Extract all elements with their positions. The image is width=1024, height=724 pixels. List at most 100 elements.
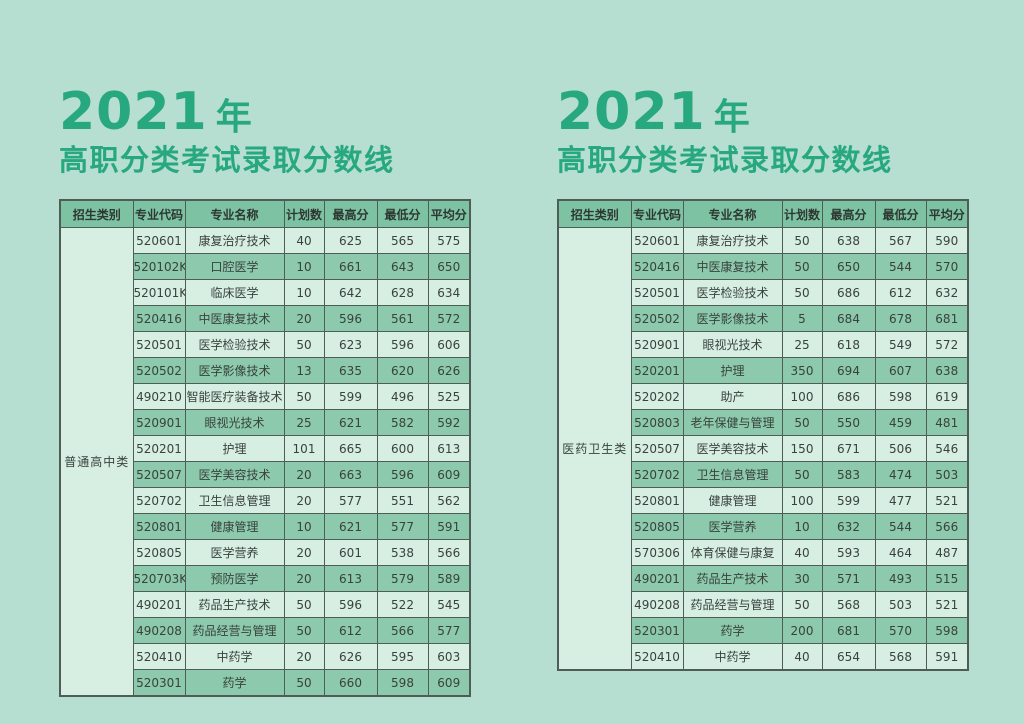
avg-score-cell: 681: [925, 305, 969, 333]
major-code-cell: 490208: [630, 591, 684, 619]
avg-score-cell: 546: [925, 435, 969, 463]
major-code-cell: 520416: [630, 253, 684, 281]
avg-score-cell: 562: [427, 487, 471, 515]
major-name-cell: 医学美容技术: [184, 461, 285, 489]
major-code-cell: 520410: [630, 643, 684, 671]
plan-count-cell: 101: [283, 435, 325, 463]
min-score-cell: 538: [376, 539, 429, 567]
min-score-cell: 506: [874, 435, 927, 463]
max-score-cell: 612: [323, 617, 378, 645]
min-score-cell: 561: [376, 305, 429, 333]
plan-count-cell: 20: [283, 487, 325, 515]
major-name-cell: 护理: [682, 357, 783, 385]
major-code-cell: 520416: [132, 305, 186, 333]
major-code-cell: 520507: [630, 435, 684, 463]
column-header-max-score: 最高分: [323, 199, 378, 229]
table-header: 招生类别 专业代码 专业名称 计划数 最高分 最低分 平均分: [59, 199, 471, 229]
major-code-cell: 520801: [630, 487, 684, 515]
plan-count-cell: 50: [781, 409, 823, 437]
major-name-cell: 卫生信息管理: [184, 487, 285, 515]
plan-count-cell: 30: [781, 565, 823, 593]
avg-score-cell: 572: [427, 305, 471, 333]
major-code-cell: 520501: [630, 279, 684, 307]
page-subtitle: 高职分类考试录取分数线: [557, 143, 893, 177]
avg-score-cell: 606: [427, 331, 471, 359]
major-name-cell: 康复治疗技术: [184, 227, 285, 255]
avg-score-cell: 591: [427, 513, 471, 541]
max-score-cell: 550: [821, 409, 876, 437]
plan-count-cell: 50: [781, 227, 823, 255]
min-score-cell: 577: [376, 513, 429, 541]
title-year: 2021: [557, 82, 706, 142]
min-score-cell: 566: [376, 617, 429, 645]
table-row: 520507 医学美容技术 20 663 596 609: [60, 461, 471, 489]
plan-count-cell: 5: [781, 305, 823, 333]
major-code-cell: 520502: [630, 305, 684, 333]
major-code-cell: 520501: [132, 331, 186, 359]
table-row: 490201 药品生产技术 30 571 493 515: [558, 565, 969, 593]
table-row: 520702 卫生信息管理 50 583 474 503: [558, 461, 969, 489]
min-score-cell: 565: [376, 227, 429, 255]
major-name-cell: 医学影像技术: [682, 305, 783, 333]
major-code-cell: 570306: [630, 539, 684, 567]
major-code-cell: 490201: [630, 565, 684, 593]
min-score-cell: 643: [376, 253, 429, 281]
table-row: 520410 中药学 40 654 568 591: [558, 643, 969, 671]
major-code-cell: 520301: [630, 617, 684, 645]
min-score-cell: 600: [376, 435, 429, 463]
column-header-max-score: 最高分: [821, 199, 876, 229]
max-score-cell: 660: [323, 669, 378, 697]
major-name-cell: 体育保健与康复: [682, 539, 783, 567]
column-header-plan-count: 计划数: [781, 199, 823, 229]
min-score-cell: 620: [376, 357, 429, 385]
table-row: 520502 医学影像技术 5 684 678 681: [558, 305, 969, 333]
avg-score-cell: 525: [427, 383, 471, 411]
min-score-cell: 628: [376, 279, 429, 307]
max-score-cell: 632: [821, 513, 876, 541]
plan-count-cell: 40: [283, 227, 325, 255]
min-score-cell: 678: [874, 305, 927, 333]
max-score-cell: 583: [821, 461, 876, 489]
major-name-cell: 眼视光技术: [682, 331, 783, 359]
section-general-high-school: 2021 年 高职分类考试录取分数线 招生类别 专业代码 专业名称 计划数 最高分…: [59, 86, 471, 698]
avg-score-cell: 603: [427, 643, 471, 671]
major-code-cell: 520901: [630, 331, 684, 359]
table-row: 520507 医学美容技术 150 671 506 546: [558, 435, 969, 463]
table-row: 520803 老年保健与管理 50 550 459 481: [558, 409, 969, 437]
plan-count-cell: 10: [283, 513, 325, 541]
min-score-cell: 612: [874, 279, 927, 307]
plan-count-cell: 13: [283, 357, 325, 385]
major-name-cell: 康复治疗技术: [682, 227, 783, 255]
major-code-cell: 520803: [630, 409, 684, 437]
major-name-cell: 护理: [184, 435, 285, 463]
table-row: 520702 卫生信息管理 20 577 551 562: [60, 487, 471, 515]
min-score-cell: 464: [874, 539, 927, 567]
major-code-cell: 490208: [132, 617, 186, 645]
plan-count-cell: 50: [781, 591, 823, 619]
plan-count-cell: 50: [283, 669, 325, 697]
major-code-cell: 520507: [132, 461, 186, 489]
min-score-cell: 474: [874, 461, 927, 489]
table-row: 520805 医学营养 20 601 538 566: [60, 539, 471, 567]
max-score-cell: 650: [821, 253, 876, 281]
major-name-cell: 健康管理: [682, 487, 783, 515]
major-name-cell: 医学检验技术: [682, 279, 783, 307]
min-score-cell: 595: [376, 643, 429, 671]
avg-score-cell: 634: [427, 279, 471, 307]
major-code-cell: 520301: [132, 669, 186, 697]
major-name-cell: 中医康复技术: [184, 305, 285, 333]
column-header-plan-count: 计划数: [283, 199, 325, 229]
major-name-cell: 健康管理: [184, 513, 285, 541]
table-row: 490208 药品经营与管理 50 612 566 577: [60, 617, 471, 645]
major-name-cell: 药学: [184, 669, 285, 697]
max-score-cell: 665: [323, 435, 378, 463]
max-score-cell: 661: [323, 253, 378, 281]
min-score-cell: 493: [874, 565, 927, 593]
max-score-cell: 599: [821, 487, 876, 515]
table-row: 520416 中医康复技术 20 596 561 572: [60, 305, 471, 333]
title-year: 2021: [59, 82, 208, 142]
avg-score-cell: 566: [427, 539, 471, 567]
table-row: 490208 药品经营与管理 50 568 503 521: [558, 591, 969, 619]
column-header-avg-score: 平均分: [427, 199, 471, 229]
avg-score-cell: 609: [427, 461, 471, 489]
